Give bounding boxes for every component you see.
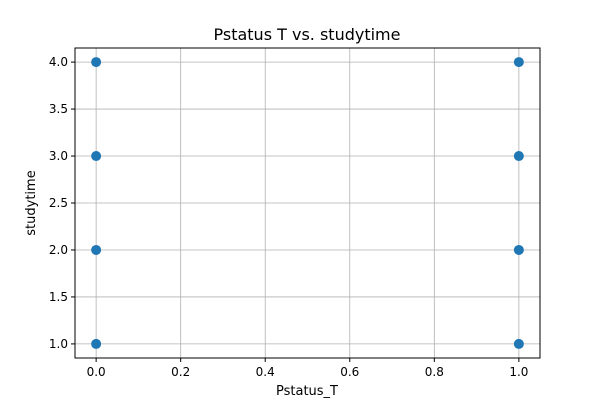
data-point — [91, 151, 102, 162]
y-tick-label: 3.5 — [49, 102, 68, 116]
x-tick-label: 0.6 — [340, 365, 359, 379]
y-tick-label: 2.5 — [49, 196, 68, 210]
x-tick-label: 0.0 — [87, 365, 106, 379]
y-tick-label: 4.0 — [49, 55, 68, 69]
y-axis-ticks: 1.0 1.5 2.0 2.5 3.0 3.5 4.0 — [49, 55, 75, 351]
chart-title: Pstatus T vs. studytime — [214, 25, 401, 44]
y-tick-label: 1.5 — [49, 290, 68, 304]
data-point — [513, 151, 524, 162]
grid-lines — [75, 48, 540, 358]
data-point — [513, 244, 524, 255]
x-tick-label: 0.4 — [256, 365, 275, 379]
x-tick-label: 1.0 — [509, 365, 528, 379]
data-point — [91, 244, 102, 255]
y-axis-label: studytime — [24, 170, 39, 235]
y-tick-label: 3.0 — [49, 149, 68, 163]
y-tick-label: 2.0 — [49, 243, 68, 257]
data-points — [91, 57, 524, 349]
data-point — [513, 338, 524, 349]
x-tick-label: 0.8 — [425, 365, 444, 379]
data-point — [513, 57, 524, 68]
x-axis-ticks: 0.0 0.2 0.4 0.6 0.8 1.0 — [87, 358, 528, 379]
x-axis-label: Pstatus_T — [276, 384, 338, 399]
y-tick-label: 1.0 — [49, 337, 68, 351]
data-point — [91, 338, 102, 349]
x-tick-label: 0.2 — [171, 365, 190, 379]
data-point — [91, 57, 102, 68]
